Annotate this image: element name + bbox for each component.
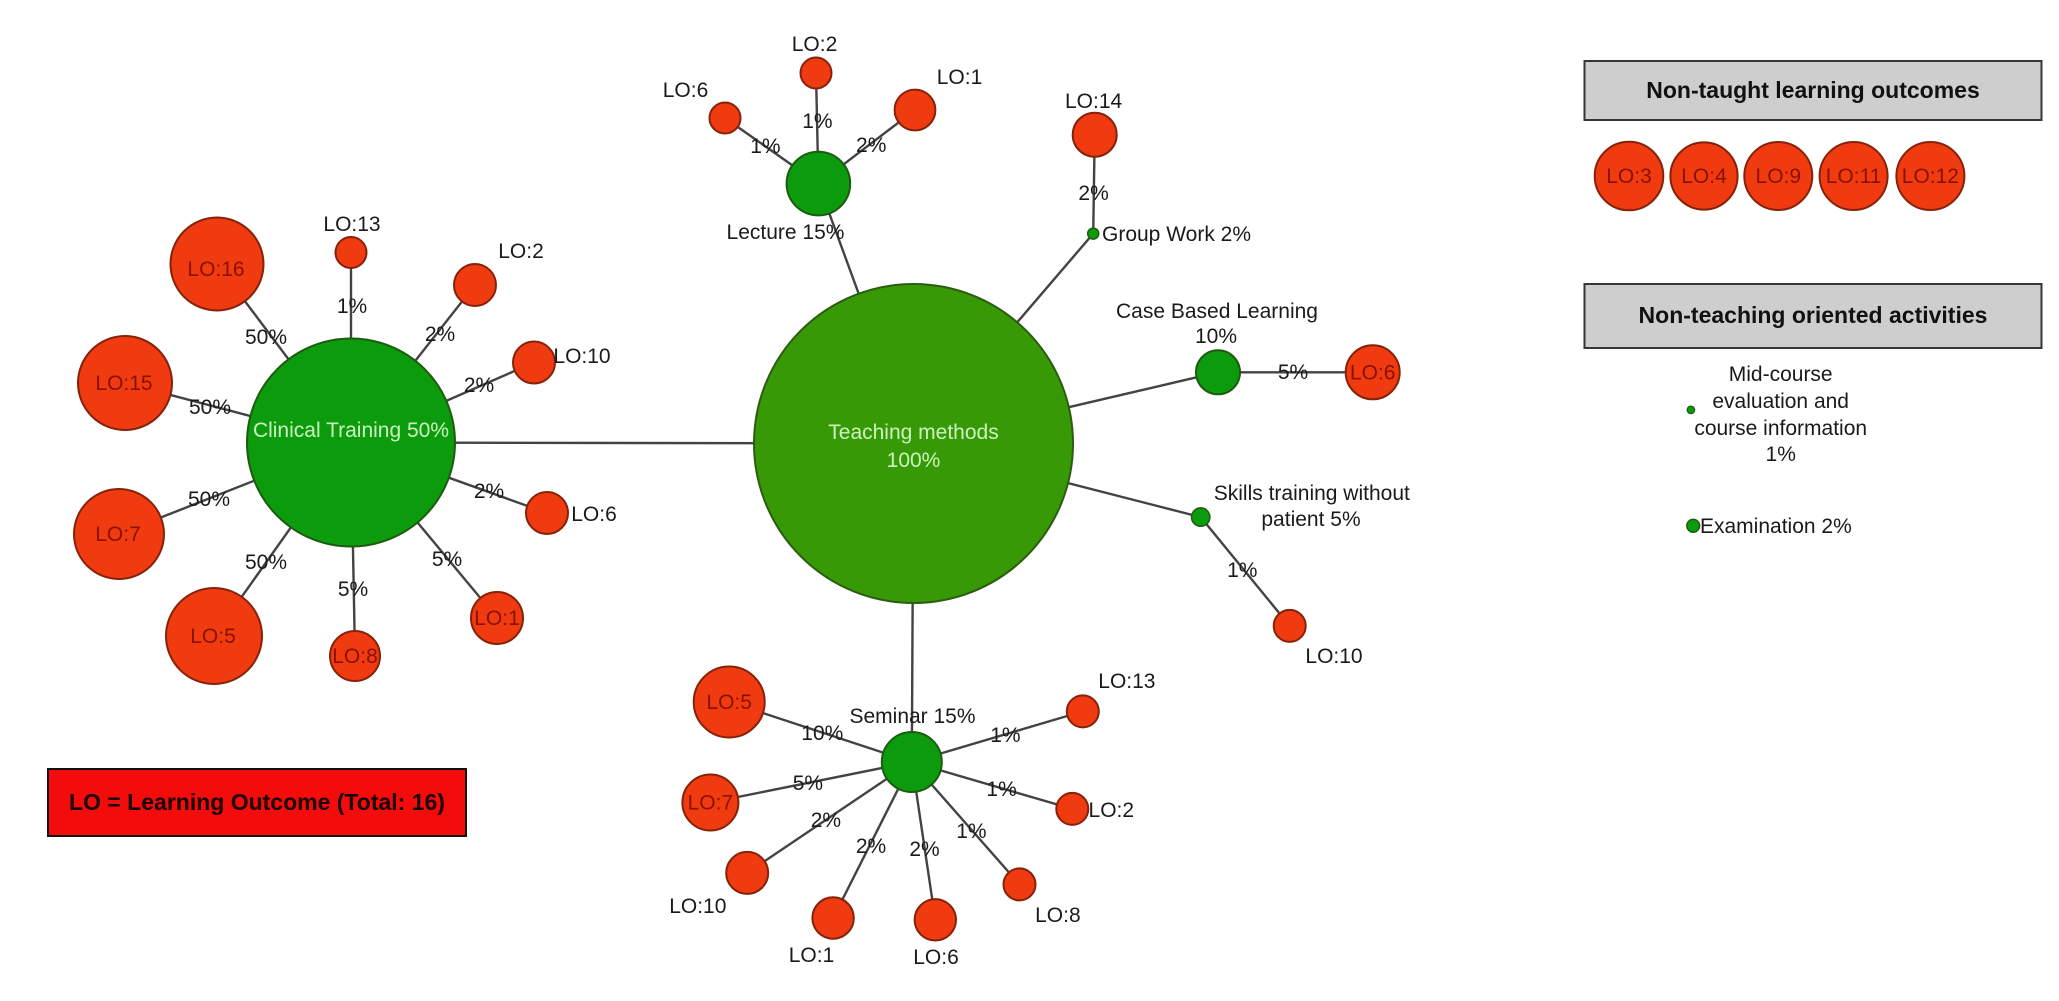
svg-text:Lecture 15%: Lecture 15% (727, 221, 845, 244)
svg-text:10%: 10% (1195, 325, 1237, 348)
svg-text:LO:1: LO:1 (474, 607, 520, 630)
svg-text:Group Work 2%: Group Work 2% (1102, 223, 1251, 246)
svg-text:LO:4: LO:4 (1681, 165, 1727, 188)
svg-text:LO:9: LO:9 (1756, 165, 1802, 188)
svg-text:LO:10: LO:10 (669, 895, 726, 918)
svg-text:Clinical Training 50%: Clinical Training 50% (253, 419, 449, 442)
svg-text:50%: 50% (188, 488, 230, 511)
svg-text:2%: 2% (464, 374, 494, 397)
svg-text:Seminar 15%: Seminar 15% (849, 705, 975, 728)
svg-text:evaluation and: evaluation and (1712, 390, 1849, 413)
svg-text:LO:2: LO:2 (1089, 799, 1135, 822)
svg-text:5%: 5% (1278, 361, 1308, 384)
svg-text:5%: 5% (338, 578, 368, 601)
svg-text:LO:6: LO:6 (1350, 361, 1396, 384)
svg-text:2%: 2% (474, 480, 504, 503)
svg-text:patient 5%: patient 5% (1261, 508, 1360, 531)
svg-text:LO:8: LO:8 (1035, 904, 1081, 927)
svg-text:LO:1: LO:1 (937, 66, 983, 89)
svg-text:LO:7: LO:7 (95, 523, 141, 546)
svg-text:LO:10: LO:10 (1305, 645, 1362, 668)
svg-text:50%: 50% (245, 326, 287, 349)
svg-text:LO:13: LO:13 (1098, 670, 1155, 693)
svg-text:1%: 1% (750, 135, 780, 158)
svg-text:2%: 2% (425, 323, 455, 346)
svg-text:1%: 1% (956, 820, 986, 843)
svg-text:Mid-course: Mid-course (1729, 363, 1833, 386)
svg-text:2%: 2% (856, 835, 886, 858)
svg-text:2%: 2% (909, 838, 939, 861)
svg-text:LO:8: LO:8 (332, 645, 378, 668)
svg-text:LO:14: LO:14 (1065, 90, 1123, 113)
svg-text:LO:11: LO:11 (1826, 165, 1882, 188)
svg-text:Skills training without: Skills training without (1214, 482, 1410, 505)
svg-text:50%: 50% (189, 396, 231, 419)
svg-text:course information: course information (1694, 417, 1867, 440)
svg-text:100%: 100% (887, 449, 941, 472)
svg-text:Teaching methods: Teaching methods (828, 421, 998, 444)
svg-text:LO:6: LO:6 (663, 79, 709, 102)
svg-text:LO:13: LO:13 (323, 213, 380, 236)
svg-text:2%: 2% (856, 134, 886, 157)
svg-text:LO = Learning Outcome (Total:: LO = Learning Outcome (Total: 16) (69, 789, 445, 815)
svg-text:Non-teaching oriented activiti: Non-teaching oriented activities (1639, 302, 1988, 328)
svg-text:Case Based Learning: Case Based Learning (1116, 300, 1318, 323)
svg-text:Non-taught learning outcomes: Non-taught learning outcomes (1646, 77, 1980, 103)
svg-text:LO:5: LO:5 (706, 691, 752, 714)
svg-text:LO:2: LO:2 (792, 33, 838, 56)
svg-text:5%: 5% (793, 772, 823, 795)
svg-text:LO:6: LO:6 (571, 503, 617, 526)
svg-text:1%: 1% (802, 110, 832, 133)
svg-text:LO:1: LO:1 (789, 944, 835, 967)
svg-text:LO:3: LO:3 (1606, 165, 1652, 188)
svg-text:LO:16: LO:16 (187, 258, 244, 281)
svg-text:1%: 1% (337, 295, 367, 318)
svg-text:LO:12: LO:12 (1902, 165, 1959, 188)
svg-text:1%: 1% (1227, 559, 1257, 582)
svg-text:LO:7: LO:7 (688, 792, 734, 815)
svg-text:2%: 2% (1078, 182, 1108, 205)
svg-text:50%: 50% (245, 551, 287, 574)
svg-text:LO:5: LO:5 (190, 625, 236, 648)
svg-text:LO:6: LO:6 (913, 946, 959, 969)
svg-text:LO:10: LO:10 (553, 345, 610, 368)
svg-text:1%: 1% (1766, 443, 1796, 466)
svg-text:2%: 2% (811, 809, 841, 832)
svg-text:10%: 10% (801, 722, 843, 745)
svg-text:LO:2: LO:2 (498, 240, 544, 263)
svg-text:1%: 1% (986, 778, 1016, 801)
svg-text:Examination 2%: Examination 2% (1700, 515, 1852, 538)
svg-text:5%: 5% (432, 548, 462, 571)
svg-text:1%: 1% (990, 724, 1020, 747)
svg-text:LO:15: LO:15 (95, 372, 152, 395)
